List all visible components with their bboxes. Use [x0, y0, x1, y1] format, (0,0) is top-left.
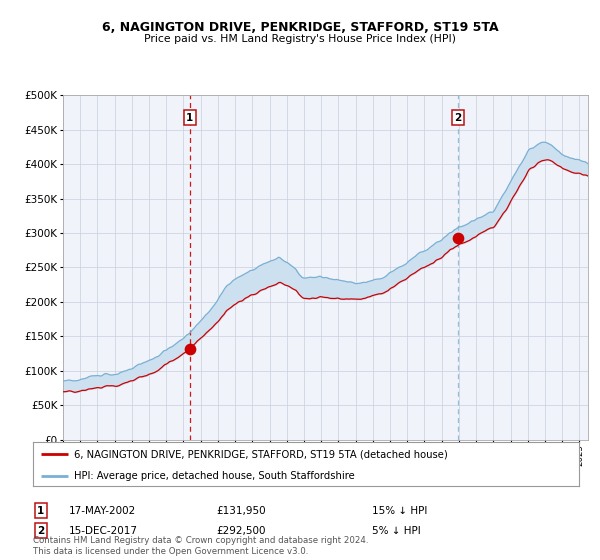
Point	[454, 234, 463, 242]
Text: 15-DEC-2017: 15-DEC-2017	[69, 526, 138, 536]
Text: 6, NAGINGTON DRIVE, PENKRIDGE, STAFFORD, ST19 5TA (detached house): 6, NAGINGTON DRIVE, PENKRIDGE, STAFFORD,…	[74, 449, 448, 459]
Text: £292,500: £292,500	[216, 526, 265, 536]
Text: 15% ↓ HPI: 15% ↓ HPI	[372, 506, 427, 516]
Text: Contains HM Land Registry data © Crown copyright and database right 2024.
This d: Contains HM Land Registry data © Crown c…	[33, 536, 368, 556]
Text: 5% ↓ HPI: 5% ↓ HPI	[372, 526, 421, 536]
Text: 1: 1	[37, 506, 44, 516]
Text: 2: 2	[455, 113, 462, 123]
Text: 2: 2	[37, 526, 44, 536]
Text: 6, NAGINGTON DRIVE, PENKRIDGE, STAFFORD, ST19 5TA: 6, NAGINGTON DRIVE, PENKRIDGE, STAFFORD,…	[101, 21, 499, 34]
Text: £131,950: £131,950	[216, 506, 266, 516]
Text: 17-MAY-2002: 17-MAY-2002	[69, 506, 136, 516]
Text: 1: 1	[186, 113, 193, 123]
Point	[185, 344, 194, 353]
Text: Price paid vs. HM Land Registry's House Price Index (HPI): Price paid vs. HM Land Registry's House …	[144, 34, 456, 44]
Text: HPI: Average price, detached house, South Staffordshire: HPI: Average price, detached house, Sout…	[74, 471, 355, 481]
